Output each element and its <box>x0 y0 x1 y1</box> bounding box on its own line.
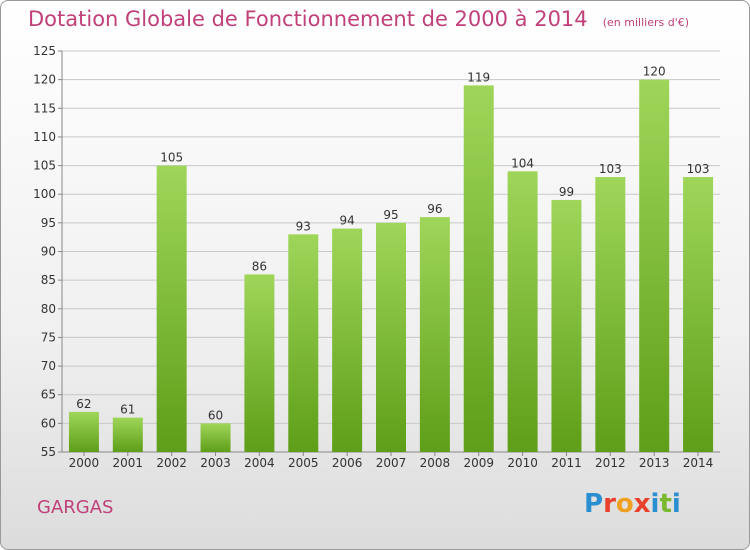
data-label: 62 <box>76 397 91 411</box>
logo-letter: o <box>615 489 634 519</box>
y-tick-label: 90 <box>41 245 56 259</box>
x-tick-label: 2008 <box>420 456 451 470</box>
logo-letter: i <box>671 489 681 519</box>
y-tick-label: 100 <box>33 187 56 201</box>
x-tick-label: 2002 <box>156 456 187 470</box>
data-label: 61 <box>120 403 135 417</box>
y-tick-label: 55 <box>41 445 56 459</box>
data-label: 86 <box>252 259 267 273</box>
y-tick-label: 115 <box>33 101 56 115</box>
data-label: 60 <box>208 408 223 422</box>
data-label: 95 <box>383 208 398 222</box>
y-tick-label: 75 <box>41 330 56 344</box>
logo-letter: t <box>659 489 672 519</box>
x-tick-label: 2012 <box>595 456 626 470</box>
x-tick-label: 2007 <box>376 456 407 470</box>
bar <box>200 423 231 452</box>
y-tick-label: 120 <box>33 73 56 87</box>
place-name: GARGAS <box>37 497 114 518</box>
logo-letter: r <box>603 489 616 519</box>
x-tick-label: 2014 <box>683 456 714 470</box>
data-label: 93 <box>296 219 311 233</box>
chart-unit: (en milliers d'€) <box>602 16 690 29</box>
logo-letter: i <box>650 489 660 519</box>
bar <box>332 228 363 452</box>
logo-letter: P <box>584 489 604 519</box>
logo-letter: x <box>633 489 651 519</box>
bar <box>376 222 406 452</box>
y-tick-label: 65 <box>41 388 56 402</box>
bar <box>288 234 319 452</box>
x-tick-label: 2013 <box>639 456 670 470</box>
bar <box>419 217 450 452</box>
chart-title-block: Dotation Globale de Fonctionnement de 20… <box>28 7 689 31</box>
data-label: 105 <box>160 151 183 165</box>
data-label: 99 <box>559 185 574 199</box>
bar <box>463 85 494 452</box>
bar <box>595 177 626 452</box>
x-tick-label: 2010 <box>507 456 538 470</box>
y-tick-label: 105 <box>33 159 56 173</box>
x-tick-label: 2004 <box>244 456 275 470</box>
y-tick-label: 70 <box>41 359 56 373</box>
data-label: 119 <box>467 70 490 84</box>
x-tick-label: 2009 <box>463 456 494 470</box>
proxiti-logo: Proxiti <box>584 489 681 519</box>
bar <box>156 165 187 453</box>
x-tick-label: 2003 <box>200 456 231 470</box>
data-label: 94 <box>339 214 354 228</box>
y-tick-label: 110 <box>33 130 56 144</box>
bar <box>683 177 714 452</box>
y-tick-label: 95 <box>41 216 56 230</box>
y-tick-label: 85 <box>41 273 56 287</box>
data-label: 104 <box>511 156 534 170</box>
data-label: 103 <box>599 162 622 176</box>
y-tick-label: 80 <box>41 302 56 316</box>
y-tick-label: 125 <box>33 44 56 58</box>
data-label: 103 <box>687 162 710 176</box>
x-tick-label: 2001 <box>113 456 144 470</box>
x-tick-label: 2006 <box>332 456 363 470</box>
bar <box>68 411 99 452</box>
x-tick-label: 2005 <box>288 456 319 470</box>
bar <box>112 417 143 452</box>
bar <box>244 274 275 452</box>
bar <box>639 79 670 453</box>
y-tick-label: 60 <box>41 416 56 430</box>
data-label: 120 <box>643 65 666 79</box>
data-label: 96 <box>427 202 442 216</box>
x-tick-label: 2000 <box>69 456 100 470</box>
bar <box>507 171 538 453</box>
bar <box>551 199 582 452</box>
chart-title: Dotation Globale de Fonctionnement de 20… <box>28 7 588 31</box>
x-tick-label: 2011 <box>551 456 582 470</box>
